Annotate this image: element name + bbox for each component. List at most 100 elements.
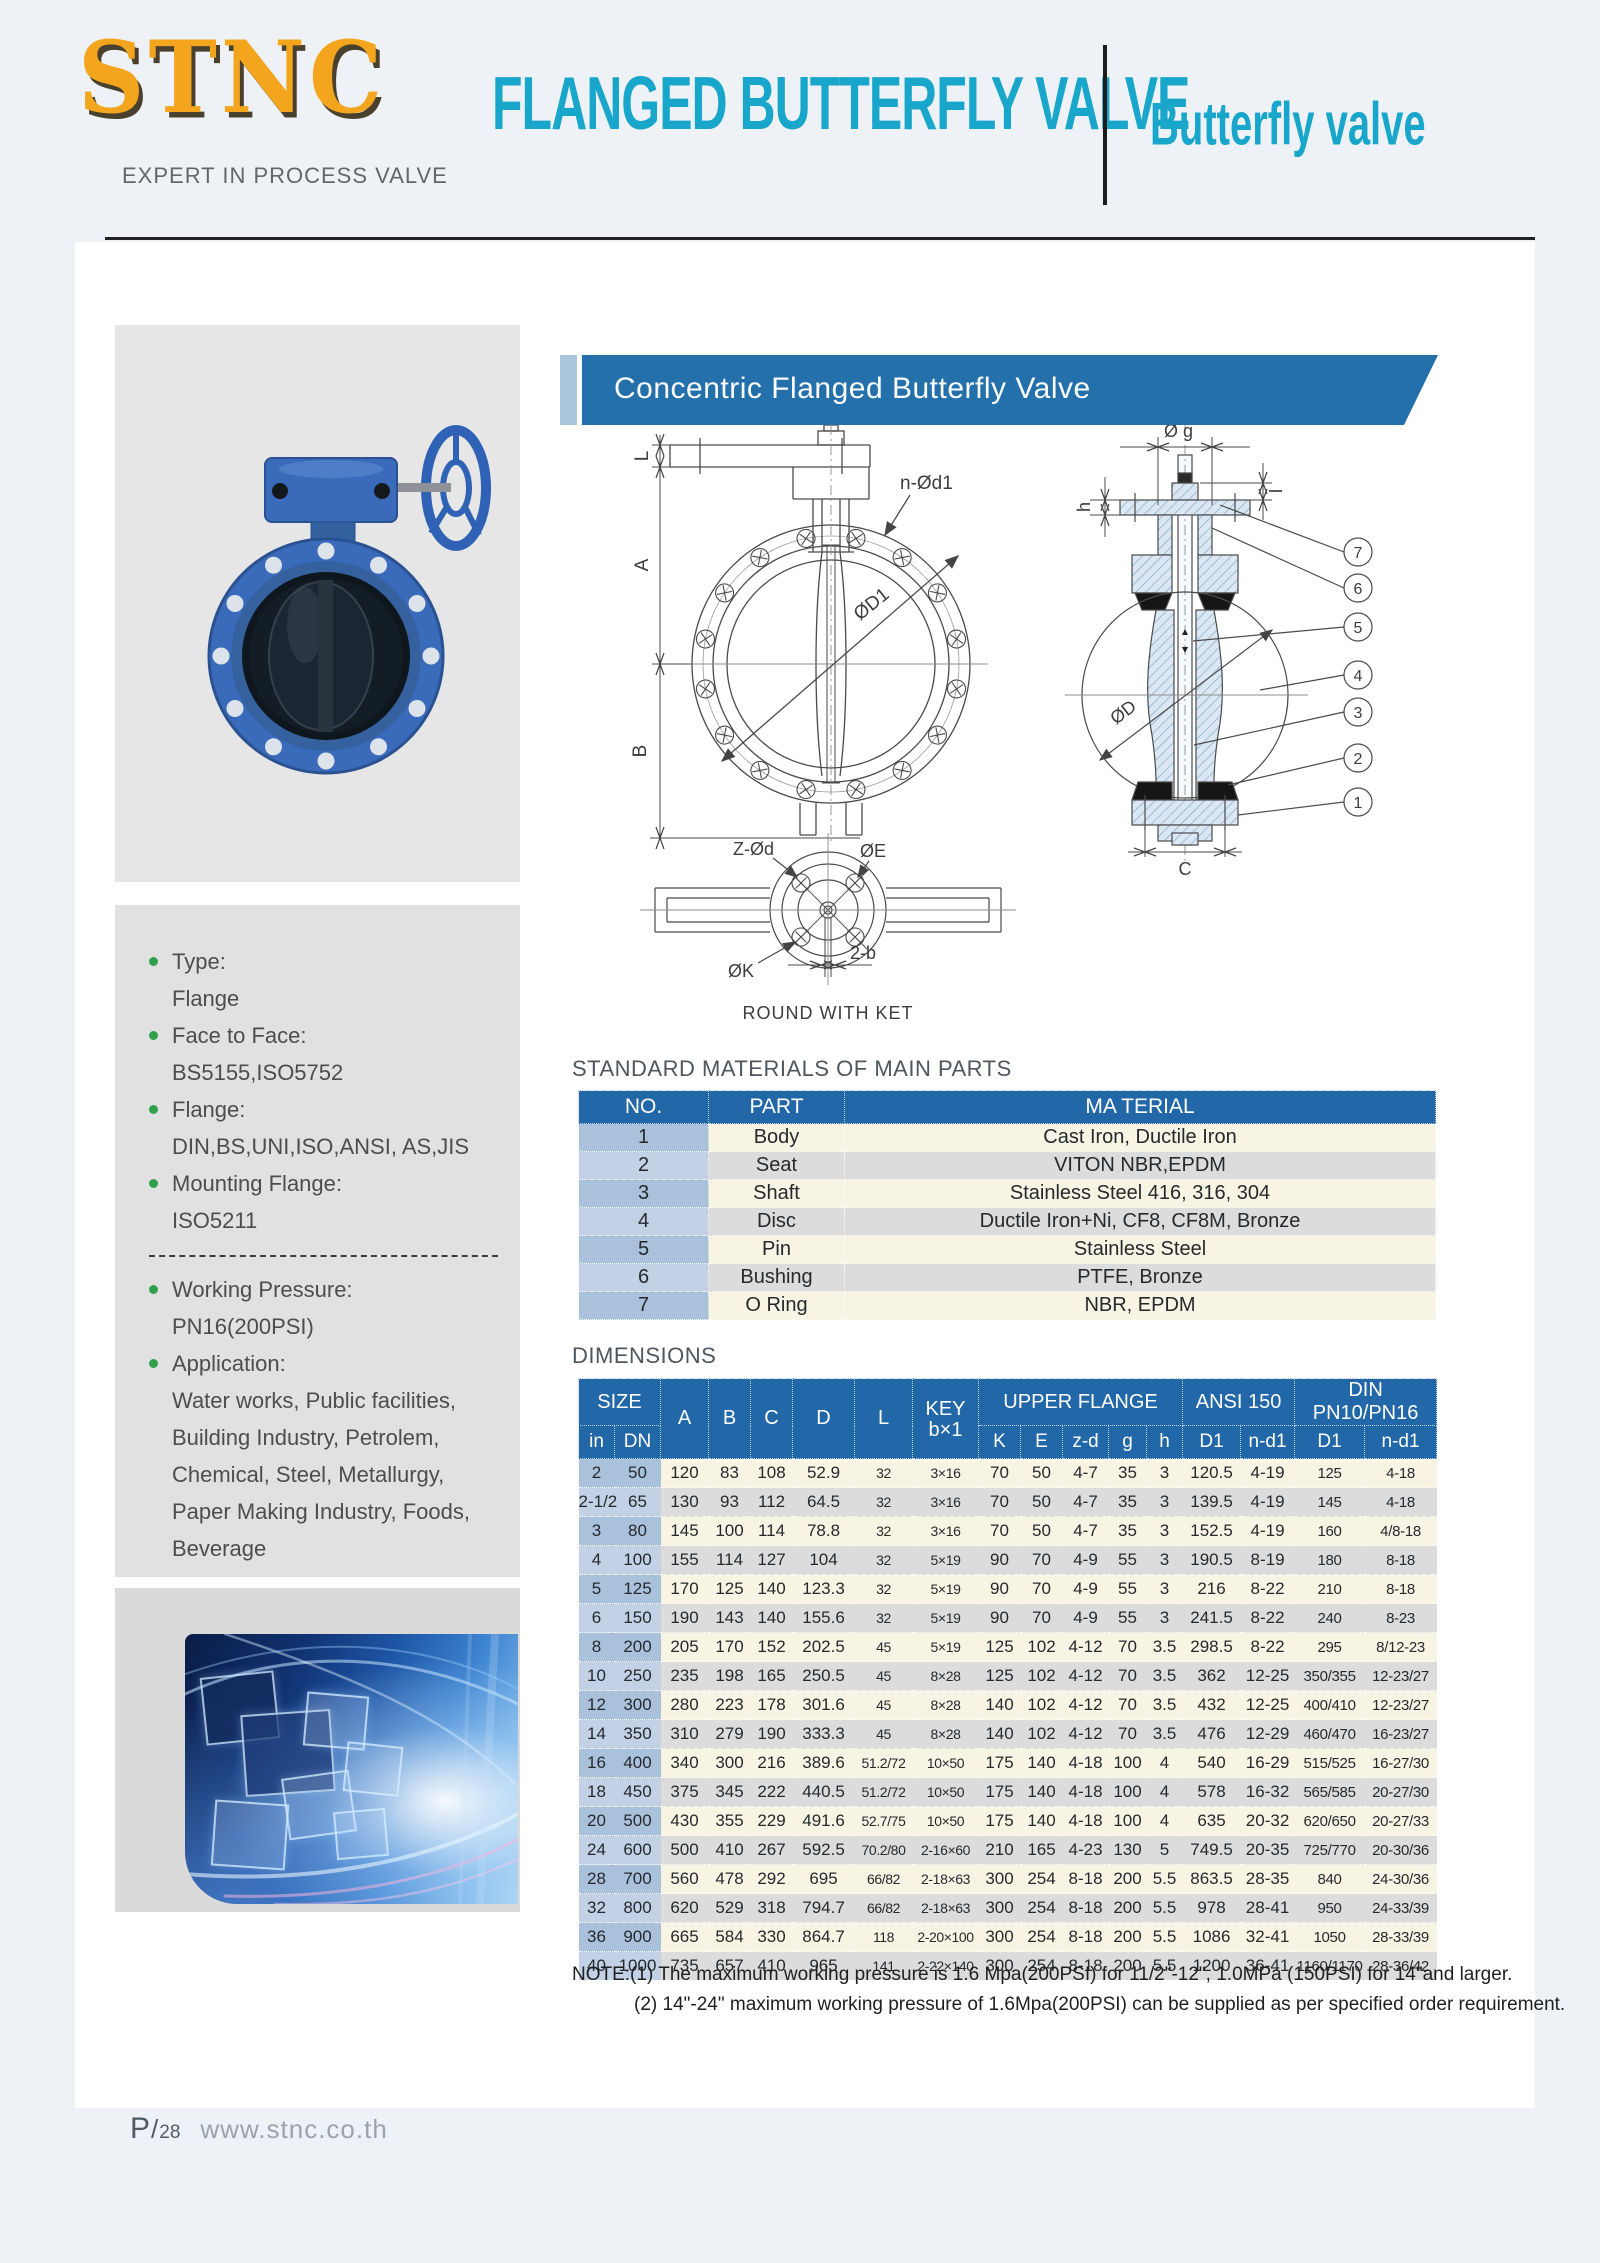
diameter-d1-label: ØD1 (850, 584, 894, 625)
z-od-label: Z-Ød (733, 839, 774, 859)
table-cell: 8-18 (1062, 1951, 1109, 1980)
table-cell: 540 (1182, 1748, 1241, 1778)
table-cell: 2-18×63 (912, 1864, 979, 1894)
table-cell: 3.5 (1146, 1661, 1183, 1691)
table-cell: 8-18 (1062, 1893, 1109, 1923)
table-cell: 5.5 (1146, 1893, 1183, 1923)
table-cell: 140 (1020, 1748, 1063, 1778)
table-cell: 16 (578, 1748, 615, 1778)
website-link[interactable]: www.stnc.co.th (200, 2114, 388, 2144)
table-cell: 175 (978, 1748, 1021, 1778)
table-cell: 70 (978, 1458, 1021, 1488)
table-cell: 45 (854, 1632, 913, 1662)
dim-h-label: h (1074, 502, 1094, 512)
spec-value-text: DIN,BS,UNI,ISO,ANSI, AS,JIS (172, 1134, 470, 1159)
table-cell: 216 (1182, 1574, 1241, 1604)
table-cell: 5 (578, 1235, 709, 1264)
head-l: L (854, 1378, 914, 1459)
table-row: 4 Disc Ductile Iron+Ni, CF8, CF8M, Bronze (578, 1207, 1436, 1236)
table-cell: 200 (1108, 1922, 1147, 1952)
table-cell: 143 (708, 1603, 751, 1633)
callout-2: 2 (1354, 751, 1363, 768)
table-cell: 104 (792, 1545, 855, 1575)
table-cell: 3 (1146, 1516, 1183, 1546)
bullet-icon (149, 1179, 158, 1188)
table-cell: 52.9 (792, 1458, 855, 1488)
table-cell: 24-30/36 (1364, 1864, 1437, 1894)
table-cell: 210 (978, 1835, 1021, 1865)
table-cell: 254 (1020, 1922, 1063, 1952)
table-cell: 200 (1108, 1951, 1147, 1980)
light-streaks (185, 1634, 518, 1904)
table-cell: 2-18×63 (912, 1893, 979, 1923)
table-cell: 950 (1294, 1893, 1365, 1923)
bolt-circle-label: n-Ød1 (900, 473, 953, 494)
table-cell: 4 (578, 1207, 709, 1236)
table-cell: 66/82 (854, 1864, 913, 1894)
table-cell: 4-7 (1062, 1458, 1109, 1488)
table-row: 40 1000 735 657 410 965 141 2-22×140 300 254 8-18 2… (578, 1951, 1437, 1980)
head-in: in (578, 1425, 615, 1459)
spec-value-text: BS5155,ISO5752 (172, 1060, 344, 1085)
table-cell: 90 (978, 1574, 1021, 1604)
table-row: 3 Shaft Stainless Steel 416, 316, 304 (578, 1179, 1436, 1208)
table-cell: 8-22 (1240, 1632, 1295, 1662)
table-cell: 18 (578, 1777, 615, 1807)
table-cell: 5×19 (912, 1574, 979, 1604)
table-cell: Disc (708, 1207, 845, 1236)
table-cell: 600 (614, 1835, 661, 1865)
table-cell: 175 (978, 1806, 1021, 1836)
table-cell: 32 (578, 1893, 615, 1923)
promo-panel (115, 1588, 520, 1912)
table-cell: 478 (708, 1864, 751, 1894)
table-cell: 40 (578, 1951, 615, 1980)
table-cell: 51.2/72 (854, 1748, 913, 1778)
table-cell: 200 (1108, 1893, 1147, 1923)
table-cell: 8×28 (912, 1661, 979, 1691)
table-cell: 8-19 (1240, 1545, 1295, 1575)
table-cell: 36-41 (1240, 1951, 1295, 1980)
dia-k-label: ØK (728, 961, 754, 981)
table-cell: 735 (660, 1951, 709, 1980)
table-cell: 118 (854, 1922, 913, 1952)
table-cell: 389.6 (792, 1748, 855, 1778)
table-cell: 32 (854, 1516, 913, 1546)
table-cell: 4-12 (1062, 1661, 1109, 1691)
table-cell: 114 (708, 1545, 751, 1575)
table-cell: 310 (660, 1719, 709, 1749)
head-key: KEY b×1 (912, 1378, 980, 1459)
table-cell: 127 (750, 1545, 793, 1575)
table-cell: 20-27/30 (1364, 1777, 1437, 1807)
table-cell: 3 (1146, 1458, 1183, 1488)
bullet-icon (149, 1105, 158, 1114)
table-cell: 216 (750, 1748, 793, 1778)
dia-d-label: ØD (1106, 696, 1140, 728)
table-cell: 318 (750, 1893, 793, 1923)
table-cell: 978 (1182, 1893, 1241, 1923)
table-cell: 3 (578, 1179, 709, 1208)
table-cell: 432 (1182, 1690, 1241, 1720)
table-cell: VITON NBR,EPDM (844, 1151, 1436, 1180)
butterfly-valve-photo (115, 325, 520, 882)
table-cell: 300 (708, 1748, 751, 1778)
table-cell: 140 (978, 1719, 1021, 1749)
table-row: 36 900 665 584 330 864.7 118 2-20×100 300 254 8-18… (578, 1922, 1437, 1952)
table-cell: 965 (792, 1951, 855, 1980)
table-cell: 70 (978, 1487, 1021, 1517)
spec-label-text: Type: (172, 949, 226, 974)
table-cell: 123.3 (792, 1574, 855, 1604)
table-cell: 1160/1170 (1294, 1951, 1365, 1980)
table-cell: 139.5 (1182, 1487, 1241, 1517)
table-cell: 20-27/33 (1364, 1806, 1437, 1836)
table-cell: 100 (1108, 1777, 1147, 1807)
table-cell: 32 (854, 1574, 913, 1604)
product-photo-panel (115, 325, 520, 882)
table-cell: 80 (614, 1516, 661, 1546)
table-cell: 165 (750, 1661, 793, 1691)
table-cell: 749.5 (1182, 1835, 1241, 1865)
table-cell: 5×19 (912, 1603, 979, 1633)
spec-item: Face to Face: BS5155,ISO5752 (149, 1017, 502, 1091)
table-cell: 35 (1108, 1458, 1147, 1488)
table-cell: 2-20×100 (912, 1922, 979, 1952)
